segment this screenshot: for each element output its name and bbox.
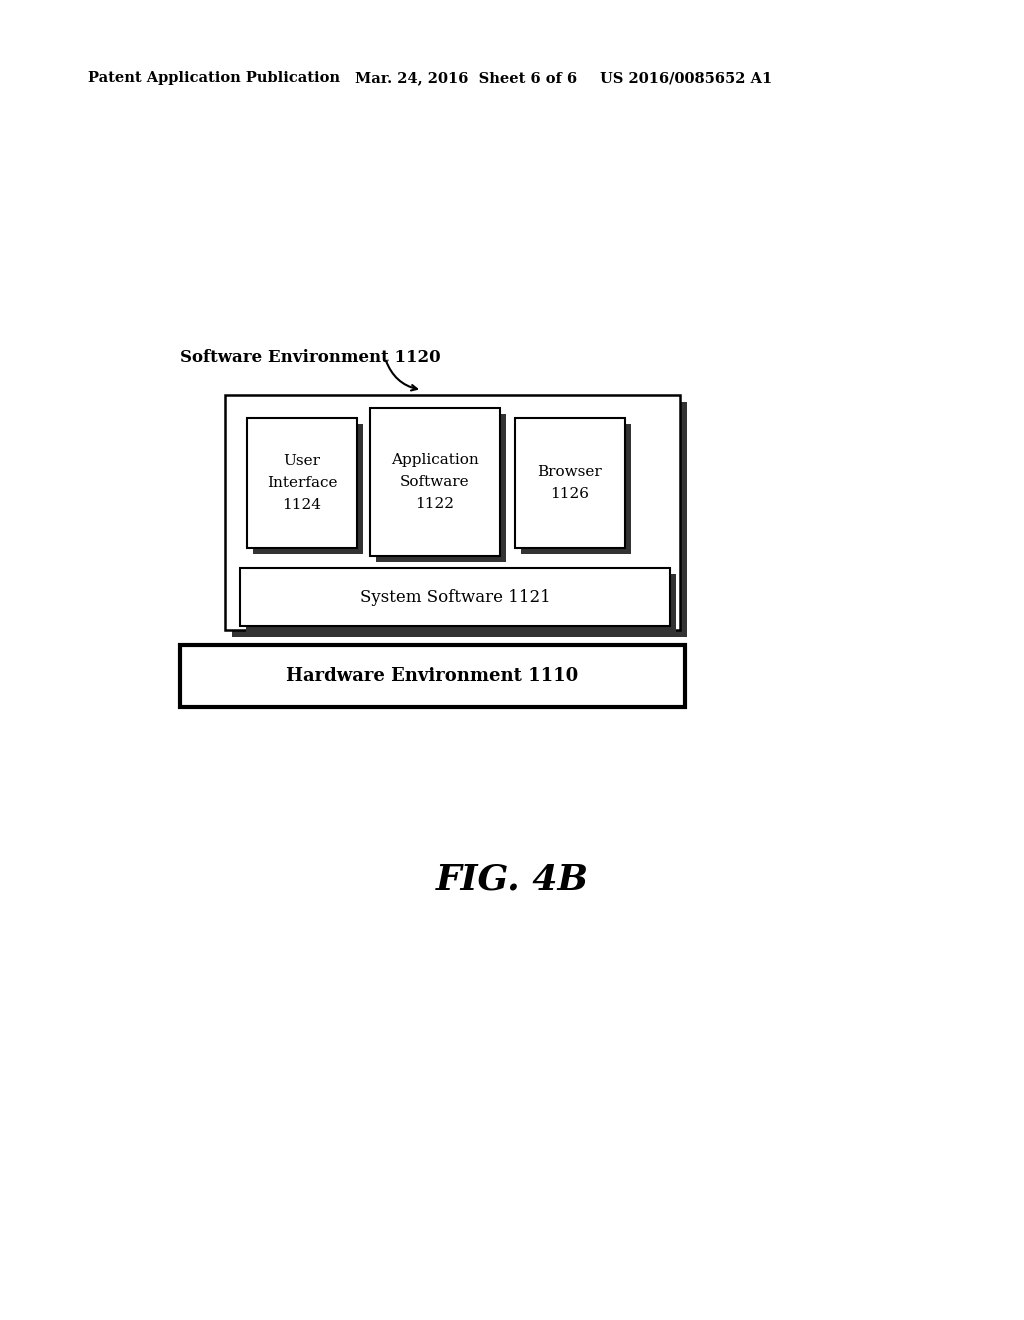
Text: US 2016/0085652 A1: US 2016/0085652 A1: [600, 71, 772, 84]
Bar: [376, 414, 506, 562]
Bar: [515, 418, 625, 548]
Bar: [253, 424, 362, 554]
Text: System Software 1121: System Software 1121: [359, 589, 550, 606]
Text: Mar. 24, 2016  Sheet 6 of 6: Mar. 24, 2016 Sheet 6 of 6: [355, 71, 578, 84]
Bar: [180, 645, 685, 708]
Text: Application
Software
1122: Application Software 1122: [391, 453, 479, 511]
Text: Software Environment 1120: Software Environment 1120: [180, 350, 440, 367]
Bar: [246, 574, 676, 632]
Text: User
Interface
1124: User Interface 1124: [266, 454, 337, 512]
Bar: [240, 568, 670, 626]
Text: Browser
1126: Browser 1126: [538, 465, 602, 500]
Bar: [232, 403, 687, 638]
Text: Patent Application Publication: Patent Application Publication: [88, 71, 340, 84]
Text: FIG. 4B: FIG. 4B: [435, 863, 589, 898]
Bar: [247, 418, 357, 548]
Bar: [225, 395, 680, 630]
Bar: [370, 408, 500, 556]
Bar: [521, 424, 631, 554]
Text: Hardware Environment 1110: Hardware Environment 1110: [287, 667, 579, 685]
